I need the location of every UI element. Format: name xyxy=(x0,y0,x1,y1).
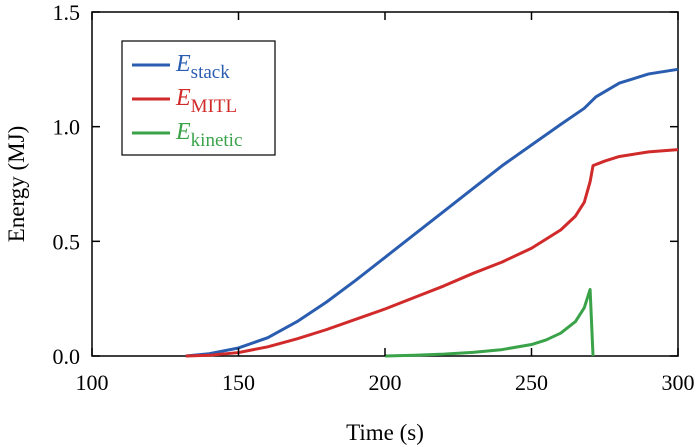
x-tick-label: 150 xyxy=(222,370,255,395)
x-tick-label: 100 xyxy=(76,370,109,395)
x-tick-label: 300 xyxy=(662,370,695,395)
legend-entry-MITL: EMITL xyxy=(175,85,237,117)
axes-layer: 100 150 200 250 300 0.0 0.5 1.0 1.5 Time (s) Energ… xyxy=(4,0,695,445)
legend-entry-sub: MITL xyxy=(191,96,237,117)
x-tick-label: 250 xyxy=(515,370,548,395)
legend-entry-sub: stack xyxy=(191,62,231,83)
legend-entry-sub: kinetic xyxy=(191,130,243,151)
legend-entry-stack: Estack xyxy=(175,51,230,83)
y-tick-label: 1.0 xyxy=(53,115,81,140)
x-axis-label: Time (s) xyxy=(346,420,424,445)
legend-entry-main: E xyxy=(175,119,191,145)
x-tick-label: 200 xyxy=(369,370,402,395)
legend-entry-main: E xyxy=(175,85,191,111)
y-tick-label: 1.5 xyxy=(53,0,81,25)
y-tick-label: 0.5 xyxy=(53,229,81,254)
series-line-kinetic xyxy=(384,287,595,358)
legend-entry-main: E xyxy=(175,51,191,77)
legend-entry-kinetic: Ekinetic xyxy=(175,119,242,151)
series-line-stack xyxy=(185,67,679,358)
series-layer xyxy=(185,67,679,358)
series-line-MITL xyxy=(185,148,679,358)
y-axis-label: Energy (MJ) xyxy=(4,126,29,242)
y-tick-label: 0.0 xyxy=(53,344,81,369)
